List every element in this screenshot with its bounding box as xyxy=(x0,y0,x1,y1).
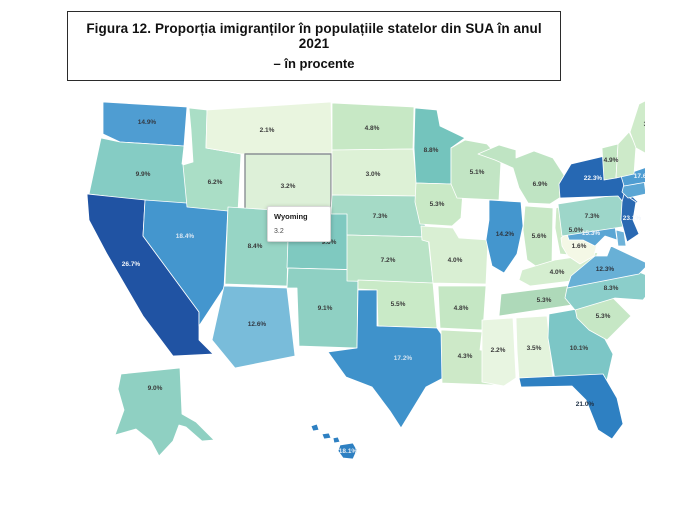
state-WA[interactable] xyxy=(102,101,188,147)
state-AZ[interactable] xyxy=(211,285,296,369)
state-IN[interactable] xyxy=(522,205,554,268)
figure-title: Figura 12. Proporția imigranților în pop… xyxy=(86,21,542,51)
state-SD[interactable] xyxy=(331,148,419,197)
state-DE[interactable] xyxy=(615,229,627,247)
state-WY[interactable] xyxy=(244,153,332,215)
state-NJ[interactable] xyxy=(620,193,640,243)
state-IL[interactable] xyxy=(485,199,524,274)
state-VA[interactable] xyxy=(566,245,645,289)
figure-title-box: Figura 12. Proporția imigranților în pop… xyxy=(67,11,561,81)
state-MS[interactable] xyxy=(481,317,517,387)
state-MT[interactable] xyxy=(205,101,333,155)
state-TX[interactable] xyxy=(327,289,452,429)
state-HI[interactable] xyxy=(321,432,332,440)
state-FL[interactable] xyxy=(518,373,624,440)
state-HI[interactable] xyxy=(337,442,358,460)
us-map: 14.9%9.9%26.7%18.4%6.2%2.1%3.2%8.4%9.6%1… xyxy=(86,96,645,460)
state-KS[interactable] xyxy=(346,234,434,284)
state-NH[interactable] xyxy=(615,131,637,179)
state-MA[interactable] xyxy=(620,167,645,187)
state-HI[interactable] xyxy=(332,436,341,444)
state-AR[interactable] xyxy=(437,285,487,331)
state-MD[interactable] xyxy=(566,225,618,247)
state-VT[interactable] xyxy=(601,143,619,181)
state-ME[interactable] xyxy=(629,96,645,154)
state-AK[interactable] xyxy=(114,367,215,457)
tooltip-value: 3.2 xyxy=(274,228,284,235)
state-ND[interactable] xyxy=(331,102,415,151)
state-HI[interactable] xyxy=(310,423,320,432)
figure-subtitle: – în procente xyxy=(273,56,355,71)
tooltip-state-name: Wyoming xyxy=(274,212,308,221)
state-MO[interactable] xyxy=(420,225,489,285)
us-choropleth-map: 14.9% 9.9% 26.7% 18.4% 6.2% 2.1% 3.2% 8.4% 9.6% 1… xyxy=(85,90,645,470)
wyoming-tooltip: Wyoming 3.2 xyxy=(267,206,331,242)
state-PA[interactable] xyxy=(557,193,629,237)
state-NC[interactable] xyxy=(564,271,645,311)
